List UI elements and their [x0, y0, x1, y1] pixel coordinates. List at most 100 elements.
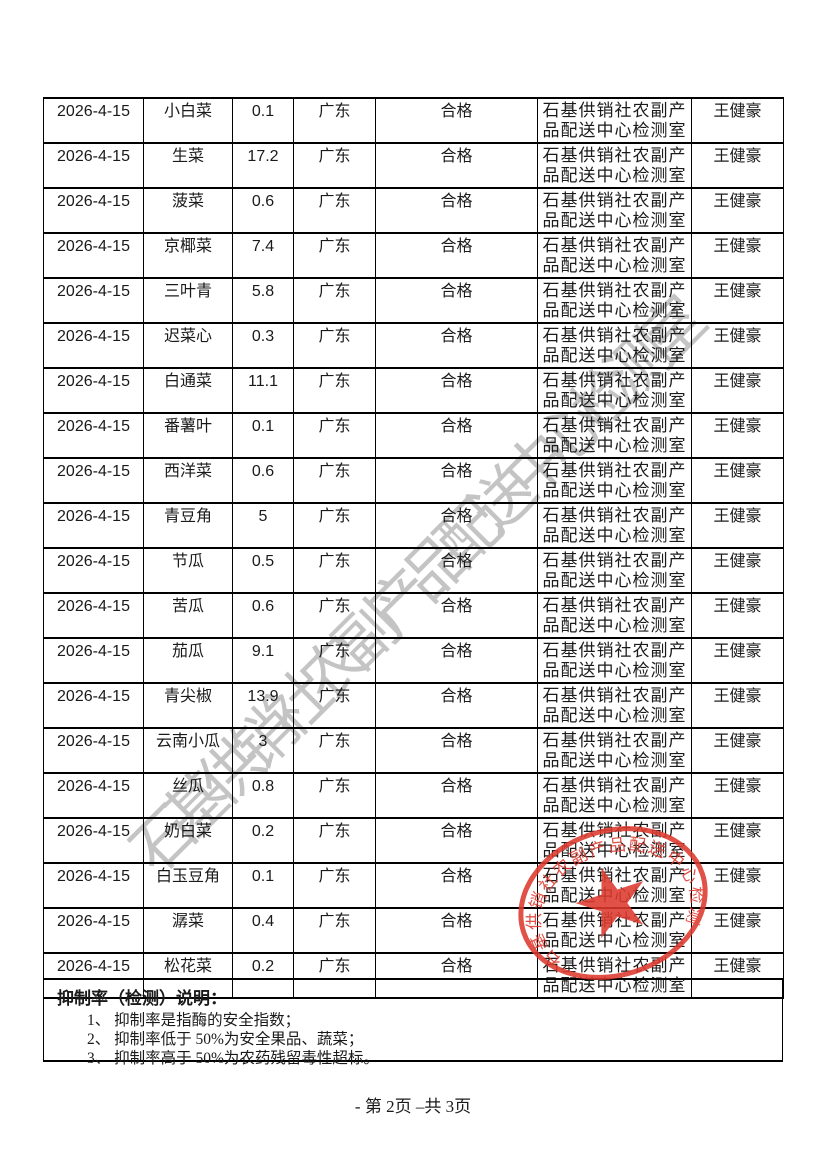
cell-inspector: 王健豪 — [691, 367, 784, 414]
cell-inspector: 王健豪 — [691, 277, 784, 324]
cell-origin: 广东 — [293, 457, 376, 504]
cell-origin: 广东 — [293, 322, 376, 369]
testing-unit-line1: 石基供销社农副产 — [542, 326, 687, 345]
notes-list: 1、 抑制率是指酶的安全指数； 2、 抑制率低于 50%为安全果品、蔬菜； 3、 抑… — [87, 1011, 782, 1068]
cell-result: 合格 — [375, 457, 538, 504]
cell-inspector: 王健豪 — [691, 772, 784, 819]
testing-unit-line1: 石基供销社农副产 — [542, 416, 687, 435]
cell-sample-date: 2026-4-15 — [43, 682, 144, 729]
cell-origin: 广东 — [293, 547, 376, 594]
testing-unit-line2: 品配送中心检测室 — [542, 706, 687, 725]
table-row: 2026-4-15 丝瓜 0.8 广东 合格 石基供销社农副产 品配送中心检测室… — [43, 772, 784, 819]
cell-sample-name: 京椰菜 — [143, 232, 233, 279]
testing-unit-line1: 石基供销社农副产 — [542, 821, 687, 840]
cell-sample-date: 2026-4-15 — [43, 817, 144, 864]
cell-result: 合格 — [375, 412, 538, 459]
cell-result: 合格 — [375, 367, 538, 414]
testing-unit-line1: 石基供销社农副产 — [542, 911, 687, 930]
table-row: 2026-4-15 潺菜 0.4 广东 合格 石基供销社农副产 品配送中心检测室… — [43, 907, 784, 954]
cell-inspector: 王健豪 — [691, 592, 784, 639]
cell-sample-date: 2026-4-15 — [43, 457, 144, 504]
cell-testing-unit: 石基供销社农副产 品配送中心检测室 — [537, 862, 692, 909]
cell-origin: 广东 — [293, 907, 376, 954]
table-row: 2026-4-15 京椰菜 7.4 广东 合格 石基供销社农副产 品配送中心检测… — [43, 232, 784, 279]
cell-result: 合格 — [375, 817, 538, 864]
testing-unit-line1: 石基供销社农副产 — [542, 596, 687, 615]
testing-unit-line2: 品配送中心检测室 — [542, 256, 687, 275]
cell-origin: 广东 — [293, 727, 376, 774]
cell-sample-name: 菠菜 — [143, 187, 233, 234]
cell-testing-unit: 石基供销社农副产 品配送中心检测室 — [537, 727, 692, 774]
table-row: 2026-4-15 青豆角 5 广东 合格 石基供销社农副产 品配送中心检测室 … — [43, 502, 784, 549]
testing-unit-line1: 石基供销社农副产 — [542, 551, 687, 570]
note-item: 2、 抑制率低于 50%为安全果品、蔬菜； — [87, 1031, 364, 1048]
cell-sample-name: 生菜 — [143, 142, 233, 189]
testing-unit-line2: 品配送中心检测室 — [542, 661, 687, 680]
cell-sample-date: 2026-4-15 — [43, 592, 144, 639]
cell-sample-name: 白玉豆角 — [143, 862, 233, 909]
cell-testing-unit: 石基供销社农副产 品配送中心检测室 — [537, 322, 692, 369]
table-row: 2026-4-15 番薯叶 0.1 广东 合格 石基供销社农副产 品配送中心检测… — [43, 412, 784, 459]
cell-result: 合格 — [375, 277, 538, 324]
table-row: 2026-4-15 三叶青 5.8 广东 合格 石基供销社农副产 品配送中心检测… — [43, 277, 784, 324]
cell-inspector: 王健豪 — [691, 862, 784, 909]
testing-unit-line2: 品配送中心检测室 — [542, 211, 687, 230]
cell-inspector: 王健豪 — [691, 142, 784, 189]
cell-sample-date: 2026-4-15 — [43, 547, 144, 594]
cell-sample-date: 2026-4-15 — [43, 727, 144, 774]
cell-origin: 广东 — [293, 412, 376, 459]
report-table-body: 2026-4-15 小白菜 0.1 广东 合格 石基供销社农副产 品配送中心检测… — [43, 97, 784, 999]
cell-origin: 广东 — [293, 502, 376, 549]
cell-inhibition-rate: 11.1 — [232, 367, 294, 414]
testing-unit-line1: 石基供销社农副产 — [542, 146, 687, 165]
cell-result: 合格 — [375, 862, 538, 909]
cell-result: 合格 — [375, 592, 538, 639]
note-item: 1、 抑制率是指酶的安全指数； — [87, 1012, 301, 1029]
cell-inspector: 王健豪 — [691, 502, 784, 549]
cell-sample-date: 2026-4-15 — [43, 907, 144, 954]
cell-sample-date: 2026-4-15 — [43, 232, 144, 279]
cell-inhibition-rate: 17.2 — [232, 142, 294, 189]
table-row: 2026-4-15 茄瓜 9.1 广东 合格 石基供销社农副产 品配送中心检测室… — [43, 637, 784, 684]
cell-sample-date: 2026-4-15 — [43, 277, 144, 324]
testing-unit-line2: 品配送中心检测室 — [542, 976, 687, 995]
cell-inhibition-rate: 0.1 — [232, 862, 294, 909]
cell-sample-date: 2026-4-15 — [43, 502, 144, 549]
cell-sample-date: 2026-4-15 — [43, 97, 144, 144]
cell-inspector: 王健豪 — [691, 727, 784, 774]
testing-unit-line2: 品配送中心检测室 — [542, 886, 687, 905]
cell-inhibition-rate: 0.1 — [232, 97, 294, 144]
cell-testing-unit: 石基供销社农副产 品配送中心检测室 — [537, 592, 692, 639]
cell-testing-unit: 石基供销社农副产 品配送中心检测室 — [537, 97, 692, 144]
cell-inhibition-rate: 5 — [232, 502, 294, 549]
cell-inspector: 王健豪 — [691, 547, 784, 594]
cell-sample-date: 2026-4-15 — [43, 142, 144, 189]
testing-unit-line2: 品配送中心检测室 — [542, 436, 687, 455]
cell-sample-name: 小白菜 — [143, 97, 233, 144]
cell-result: 合格 — [375, 142, 538, 189]
cell-testing-unit: 石基供销社农副产 品配送中心检测室 — [537, 637, 692, 684]
cell-inspector: 王健豪 — [691, 187, 784, 234]
testing-unit-line2: 品配送中心检测室 — [542, 301, 687, 320]
testing-unit-line2: 品配送中心检测室 — [542, 391, 687, 410]
testing-unit-line2: 品配送中心检测室 — [542, 166, 687, 185]
table-row: 2026-4-15 奶白菜 0.2 广东 合格 石基供销社农副产 品配送中心检测… — [43, 817, 784, 864]
cell-inspector: 王健豪 — [691, 412, 784, 459]
cell-result: 合格 — [375, 907, 538, 954]
cell-result: 合格 — [375, 772, 538, 819]
table-row: 2026-4-15 苦瓜 0.6 广东 合格 石基供销社农副产 品配送中心检测室… — [43, 592, 784, 639]
cell-sample-name: 丝瓜 — [143, 772, 233, 819]
cell-inspector: 王健豪 — [691, 232, 784, 279]
cell-sample-date: 2026-4-15 — [43, 322, 144, 369]
inspection-report-table: 2026-4-15 小白菜 0.1 广东 合格 石基供销社农副产 品配送中心检测… — [43, 97, 784, 999]
cell-inhibition-rate: 0.6 — [232, 592, 294, 639]
cell-sample-name: 云南小瓜 — [143, 727, 233, 774]
cell-inhibition-rate: 13.9 — [232, 682, 294, 729]
cell-inhibition-rate: 9.1 — [232, 637, 294, 684]
cell-result: 合格 — [375, 187, 538, 234]
cell-testing-unit: 石基供销社农副产 品配送中心检测室 — [537, 457, 692, 504]
cell-origin: 广东 — [293, 682, 376, 729]
cell-result: 合格 — [375, 637, 538, 684]
cell-inhibition-rate: 7.4 — [232, 232, 294, 279]
testing-unit-line1: 石基供销社农副产 — [542, 776, 687, 795]
